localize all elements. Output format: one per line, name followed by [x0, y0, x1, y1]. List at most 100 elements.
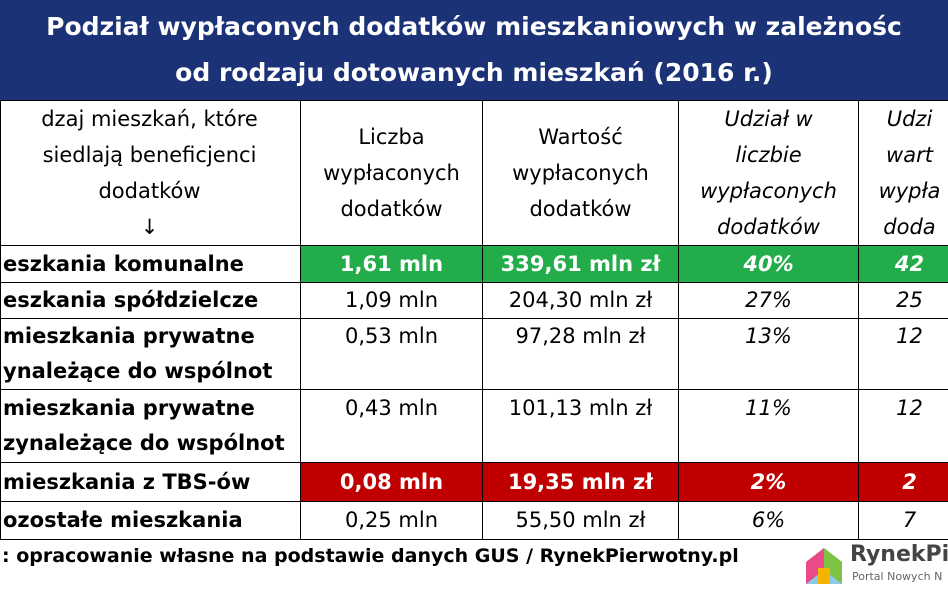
cell-line: 12	[896, 324, 923, 348]
table-row: eszkania spółdzielcze 1,09 mln 204,30 mln …	[0, 282, 948, 319]
table-cell: 6%	[678, 501, 859, 540]
title: Podział wypłaconych dodatków mieszkaniow…	[0, 0, 948, 100]
header-line: Wartość	[538, 125, 623, 149]
table-cell: 0,08 mln	[300, 462, 483, 502]
table-cell: 12	[858, 318, 948, 390]
header-row: dzaj mieszkań, które siedlają beneficjenc…	[0, 100, 948, 246]
cell-line: 2%	[750, 469, 787, 494]
table-cell: 11%	[678, 389, 859, 463]
cell-line: 11%	[745, 396, 792, 420]
table-cell: mieszkania prywatne zynależące do wspólno…	[0, 389, 301, 463]
table-cell: 1,09 mln	[300, 282, 483, 319]
table-cell: 13%	[678, 318, 859, 390]
cell-line: 19,35 mln zł	[507, 469, 654, 494]
table-cell: 1,61 mln	[300, 245, 483, 283]
cell-line: 0,08 mln	[339, 469, 444, 494]
header-line: dodatków	[340, 197, 443, 221]
header-line: wypłaconych	[323, 161, 460, 185]
table-cell: 0,43 mln	[300, 389, 483, 463]
cell-line	[305, 354, 478, 389]
cell-line: 25	[896, 288, 923, 312]
cell-line	[863, 354, 948, 389]
table-row: eszkania komunalne 1,61 mln 339,61 mln zł 4…	[0, 245, 948, 283]
table-cell: 101,13 mln zł	[482, 389, 679, 463]
cell-line: mieszkania prywatne	[3, 324, 255, 348]
table-cell: 55,50 mln zł	[482, 501, 679, 540]
cell-line	[487, 354, 674, 389]
header-line: dodatków	[529, 197, 632, 221]
table-row: mieszkania z TBS-ów 0,08 mln 19,35 mln zł 2…	[0, 462, 948, 502]
table-row: ozostałe mieszkania 0,25 mln 55,50 mln zł 6…	[0, 501, 948, 540]
header-cell: Wartość wypłaconych dodatków	[482, 100, 679, 246]
cell-line: 97,28 mln zł	[515, 324, 646, 348]
table-cell: eszkania spółdzielcze	[0, 282, 301, 319]
cell-line: 12	[896, 396, 923, 420]
cell-line: 1,09 mln	[344, 288, 439, 312]
cell-line: 40%	[743, 251, 794, 276]
title-line: Podział wypłaconych dodatków mieszkaniow…	[46, 12, 902, 41]
table-cell: mieszkania z TBS-ów	[0, 462, 301, 502]
cell-line	[863, 426, 948, 461]
cell-line	[683, 426, 854, 461]
header-line: dodatków	[717, 215, 820, 239]
table-row: mieszkania prywatne zynależące do wspólno…	[0, 389, 948, 463]
table-cell: 12	[858, 389, 948, 463]
table-cell: 97,28 mln zł	[482, 318, 679, 390]
cell-line: 42	[894, 251, 925, 276]
cell-line: 101,13 mln zł	[508, 396, 653, 420]
header-line: wart	[886, 143, 933, 167]
table-row: mieszkania prywatne ynależące do wspólnot…	[0, 318, 948, 390]
cell-line: 1,61 mln	[339, 251, 444, 276]
table-cell: 7	[858, 501, 948, 540]
header-line: wypła	[878, 179, 941, 203]
cell-line: eszkania spółdzielcze	[3, 288, 259, 312]
header-cell: dzaj mieszkań, które siedlają beneficjenc…	[0, 100, 301, 246]
table-cell: 2	[858, 462, 948, 502]
header-cell: Liczba wypłaconych dodatków	[300, 100, 483, 246]
header-line: wypłaconych	[700, 179, 837, 203]
header-line: ↓	[140, 215, 159, 239]
table-cell: 42	[858, 245, 948, 283]
table-cell: mieszkania prywatne ynależące do wspólnot	[0, 318, 301, 390]
header-line: Udział w	[724, 107, 813, 131]
table-cell: 19,35 mln zł	[482, 462, 679, 502]
table-cell: 2%	[678, 462, 859, 502]
cell-line: 204,30 mln zł	[508, 288, 653, 312]
cell-line: 55,50 mln zł	[515, 508, 646, 532]
table-cell: 0,53 mln	[300, 318, 483, 390]
cell-line	[305, 426, 478, 461]
header-line: Udzi	[886, 107, 933, 131]
table-cell: 25	[858, 282, 948, 319]
logo: RynekPie Portal Nowych N	[800, 542, 948, 590]
header-line: doda	[883, 215, 936, 239]
header-line: dodatków	[98, 179, 201, 203]
cell-line: 6%	[751, 508, 786, 532]
source: : opracowanie własne na podstawie danych…	[2, 545, 739, 567]
cell-line: zynależące do wspólnot	[3, 431, 285, 455]
table-cell: 339,61 mln zł	[482, 245, 679, 283]
header-cell: Udział w liczbie wypłaconych dodatków	[678, 100, 859, 246]
cell-line: ynależące do wspólnot	[3, 359, 273, 383]
cell-line: mieszkania prywatne	[3, 396, 255, 420]
cell-line	[487, 426, 674, 461]
header-line: Liczba	[358, 125, 425, 149]
table-cell: ozostałe mieszkania	[0, 501, 301, 540]
logo-icon	[806, 548, 842, 584]
cell-line: 2	[902, 469, 917, 494]
cell-line: 0,53 mln	[344, 324, 439, 348]
table-cell: 204,30 mln zł	[482, 282, 679, 319]
table-cell: eszkania komunalne	[0, 245, 301, 283]
header-line: liczbie	[735, 143, 802, 167]
cell-line: 13%	[745, 324, 792, 348]
logo-name: RynekPie	[850, 542, 948, 567]
cell-line: 0,25 mln	[344, 508, 439, 532]
table-cell: 27%	[678, 282, 859, 319]
cell-line: mieszkania z TBS-ów	[3, 469, 251, 494]
cell-line	[683, 354, 854, 389]
table-cell: 0,25 mln	[300, 501, 483, 540]
cell-line: 339,61 mln zł	[500, 251, 661, 276]
title-line: od rodzaju dotowanych mieszkań (2016 r.)	[175, 58, 773, 87]
cell-line: ozostałe mieszkania	[3, 508, 243, 532]
header-line: dzaj mieszkań, które	[41, 107, 258, 131]
